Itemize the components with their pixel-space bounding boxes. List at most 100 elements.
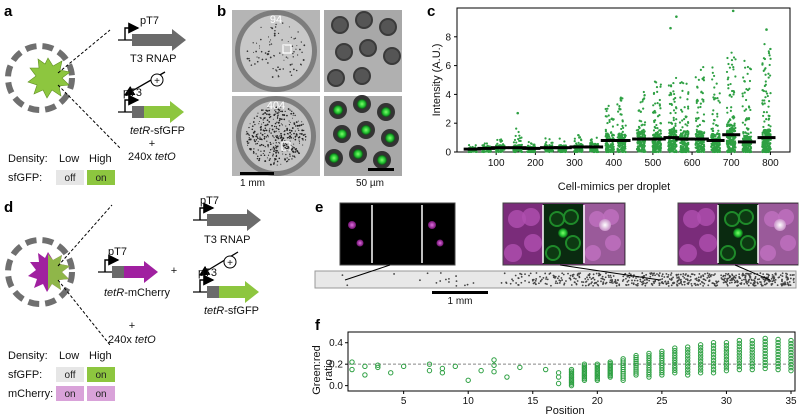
data-point	[713, 144, 716, 147]
data-point	[349, 359, 355, 365]
data-point	[605, 115, 608, 118]
data-point	[728, 66, 732, 69]
data-point	[701, 141, 704, 145]
data-point	[695, 141, 698, 144]
data-point	[491, 368, 497, 375]
x-tick-label: 30	[721, 396, 733, 407]
data-point	[452, 363, 458, 370]
data-point	[743, 59, 746, 62]
data-point	[636, 141, 639, 144]
data-point	[731, 126, 734, 129]
data-point	[732, 68, 735, 71]
data-point	[659, 135, 662, 138]
data-point	[723, 362, 730, 368]
data-point	[674, 133, 677, 136]
median-bar	[477, 146, 496, 150]
panel-b: b 94 404 1 mm 50 µm	[217, 3, 402, 189]
data-point	[684, 123, 687, 126]
data-point	[620, 356, 626, 362]
data-point	[686, 144, 689, 147]
data-point	[723, 365, 730, 371]
plus-circle-icon	[150, 73, 164, 87]
data-point	[748, 87, 751, 90]
data-point	[520, 150, 524, 154]
data-point	[723, 348, 730, 354]
data-point	[749, 363, 755, 370]
data-point	[624, 124, 627, 127]
data-point	[765, 28, 768, 31]
panel-d-label: d	[4, 199, 13, 216]
data-point	[699, 68, 702, 71]
data-point	[762, 146, 765, 149]
data-point	[697, 350, 704, 356]
x-tick-label: 35	[785, 396, 797, 407]
data-point	[788, 346, 794, 353]
data-point	[732, 65, 735, 69]
data-point	[765, 131, 769, 134]
data-point	[702, 65, 705, 69]
data-point	[558, 137, 561, 140]
data-point	[675, 107, 678, 110]
data-point	[669, 92, 673, 95]
data-point	[491, 357, 497, 363]
data-point	[400, 363, 407, 370]
data-point	[596, 142, 600, 146]
data-point	[723, 356, 730, 363]
data-point	[736, 363, 743, 370]
median-bar	[522, 146, 541, 150]
panel-c: c 100 200 300 400 500 600 700 800 0 2 4 6 8 Cell-mim…	[427, 3, 791, 193]
data-point	[658, 141, 661, 144]
data-point	[620, 99, 623, 102]
data-point	[654, 132, 657, 135]
data-point	[727, 144, 730, 147]
data-point	[765, 92, 769, 95]
data-point	[669, 130, 673, 133]
data-point	[641, 133, 644, 137]
data-point	[742, 131, 745, 134]
data-point	[723, 353, 730, 360]
data-point	[775, 360, 781, 367]
data-point	[642, 90, 645, 94]
data-point	[717, 133, 721, 136]
data-point	[727, 83, 730, 86]
data-point	[659, 132, 662, 135]
data-point	[744, 119, 747, 122]
data-point	[736, 361, 743, 367]
svg-text:240x tetO: 240x tetO	[108, 334, 156, 346]
data-point	[716, 143, 719, 146]
data-point	[732, 144, 735, 147]
data-point	[702, 98, 705, 102]
data-point	[495, 144, 498, 147]
data-point	[616, 103, 619, 106]
data-point	[643, 150, 646, 154]
data-point	[655, 135, 658, 138]
x-tick-label: 700	[723, 158, 740, 169]
median-bar	[675, 137, 694, 141]
data-point	[667, 121, 671, 124]
data-point	[716, 115, 719, 118]
data-point	[710, 370, 717, 376]
data-point	[467, 143, 471, 147]
data-point	[611, 147, 614, 150]
data-point	[514, 150, 517, 154]
median-bar	[463, 147, 482, 151]
data-point	[654, 102, 657, 105]
data-point	[729, 118, 732, 122]
data-point	[730, 89, 734, 93]
data-point	[746, 88, 750, 92]
data-point	[652, 91, 656, 95]
data-point	[674, 111, 677, 115]
data-point	[710, 358, 717, 364]
median-bar	[757, 136, 776, 140]
data-point	[730, 95, 733, 98]
data-point	[640, 120, 643, 123]
data-point	[681, 110, 684, 113]
data-point	[639, 110, 642, 113]
data-point	[768, 148, 771, 151]
data-point	[762, 111, 766, 114]
data-point	[687, 141, 690, 145]
data-point	[604, 142, 607, 145]
data-point	[633, 368, 639, 374]
data-point	[673, 130, 676, 133]
data-point	[681, 126, 684, 129]
